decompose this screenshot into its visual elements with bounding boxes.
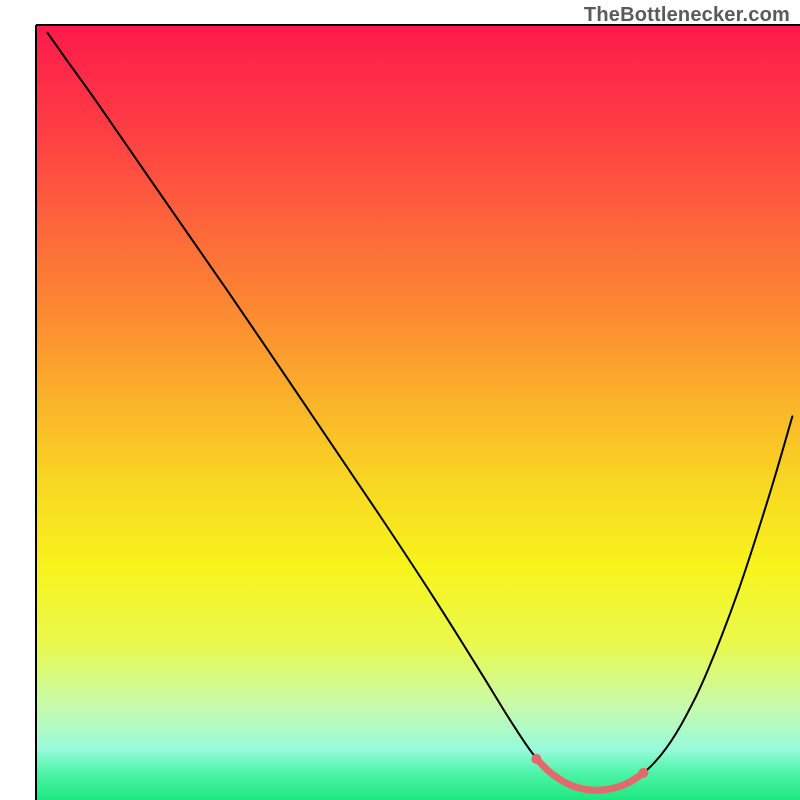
highlight-end-dot xyxy=(638,768,648,778)
chart-background xyxy=(36,25,800,800)
chart-svg xyxy=(0,0,800,800)
chart-stage: TheBottlenecker.com xyxy=(0,0,800,800)
watermark-text: TheBottlenecker.com xyxy=(584,4,790,27)
highlight-start-dot xyxy=(531,754,541,764)
